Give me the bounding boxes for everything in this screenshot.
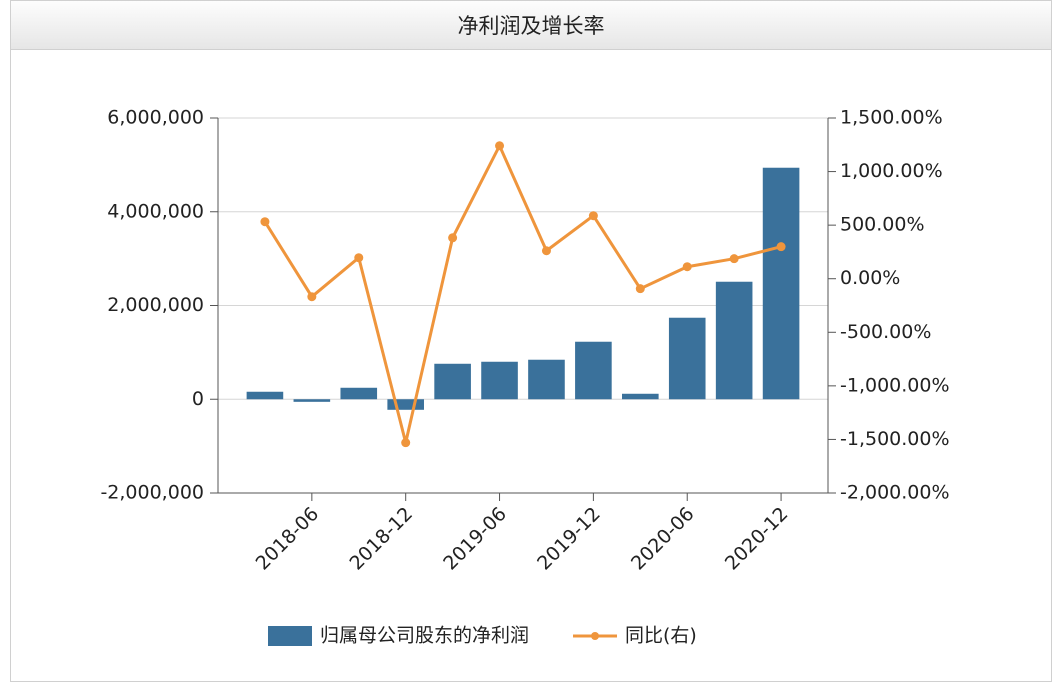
x-tick-label: 2018-12 <box>345 503 417 575</box>
point <box>307 292 317 302</box>
x-tick-label: 2020-06 <box>627 503 699 575</box>
x-tick-label: 2019-12 <box>533 503 605 575</box>
bar <box>575 341 612 400</box>
y2-tick-label: 1,500.00% <box>840 107 943 129</box>
y2-tick-label: -1,500.00% <box>840 428 950 450</box>
legend-label: 归属母公司股东的净利润 <box>320 625 529 647</box>
x-tick-label: 2018-06 <box>252 503 324 575</box>
legend-swatch <box>268 626 312 646</box>
legend-swatch <box>591 632 600 640</box>
y2-tick-label: 1,000.00% <box>840 160 943 182</box>
y2-tick-label: 0.00% <box>840 267 900 289</box>
line <box>263 142 782 444</box>
point <box>635 284 645 294</box>
bar <box>387 399 424 410</box>
bar <box>622 393 659 400</box>
bar <box>481 361 518 400</box>
point <box>682 262 692 272</box>
y-tick-label: -2,000,000 <box>100 482 204 504</box>
bar <box>528 359 565 400</box>
bar <box>293 399 331 402</box>
point <box>729 254 739 264</box>
point <box>448 233 458 243</box>
y2-tick-label: -1,000.00% <box>840 374 950 396</box>
y-tick-label: 6,000,000 <box>107 107 204 129</box>
point <box>776 242 786 252</box>
x-tick-label: 2019-06 <box>439 503 511 575</box>
point <box>495 141 505 151</box>
legend-label: 同比(右) <box>625 625 697 647</box>
point <box>260 217 270 227</box>
point <box>541 246 551 256</box>
bar <box>246 391 284 400</box>
bar <box>762 167 800 400</box>
point <box>354 253 364 263</box>
y2-tick-label: 500.00% <box>840 214 925 236</box>
y2-tick-label: -500.00% <box>840 321 931 343</box>
point <box>588 211 598 221</box>
y2-tick-label: -2,000.00% <box>840 482 950 504</box>
y-tick-label: 2,000,000 <box>107 294 204 316</box>
y-tick-label: 4,000,000 <box>107 200 204 222</box>
bar <box>668 317 706 400</box>
bar <box>340 387 378 400</box>
bar <box>434 363 471 400</box>
y-tick-label: 0 <box>192 388 204 410</box>
bar <box>715 281 753 400</box>
chart-title: 净利润及增长率 <box>10 0 1052 50</box>
x-tick-label: 2020-12 <box>721 503 793 575</box>
point <box>401 438 411 448</box>
